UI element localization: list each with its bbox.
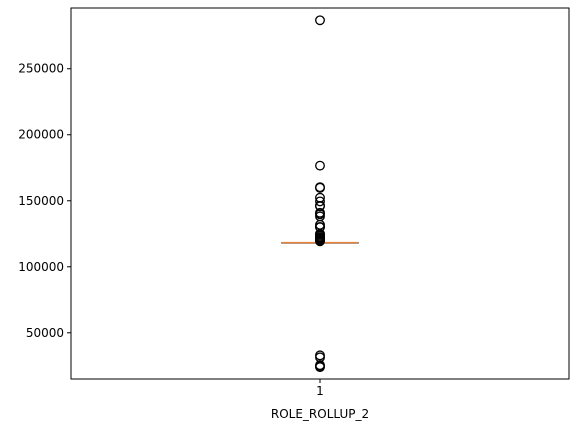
x-tick-label: 1 xyxy=(316,384,324,398)
y-tick-label: 150000 xyxy=(18,194,64,208)
outlier-point xyxy=(315,160,325,171)
plot-marks xyxy=(281,15,359,373)
outlier-point xyxy=(315,362,325,373)
y-axis: 50000 100000 150000 200000 250000 xyxy=(18,62,71,340)
y-tick-label: 200000 xyxy=(18,128,64,142)
outlier-point xyxy=(315,196,325,207)
x-axis-label: ROLE_ROLLUP_2 xyxy=(271,407,369,421)
outlier-point xyxy=(315,201,325,212)
x-axis: 1 xyxy=(316,379,324,398)
y-tick-label: 50000 xyxy=(26,326,64,340)
outlier-point xyxy=(315,236,325,247)
outlier-point xyxy=(315,15,325,26)
y-tick-label: 250000 xyxy=(18,62,64,76)
y-tick-label: 100000 xyxy=(18,260,64,274)
outlier-point xyxy=(315,182,325,193)
